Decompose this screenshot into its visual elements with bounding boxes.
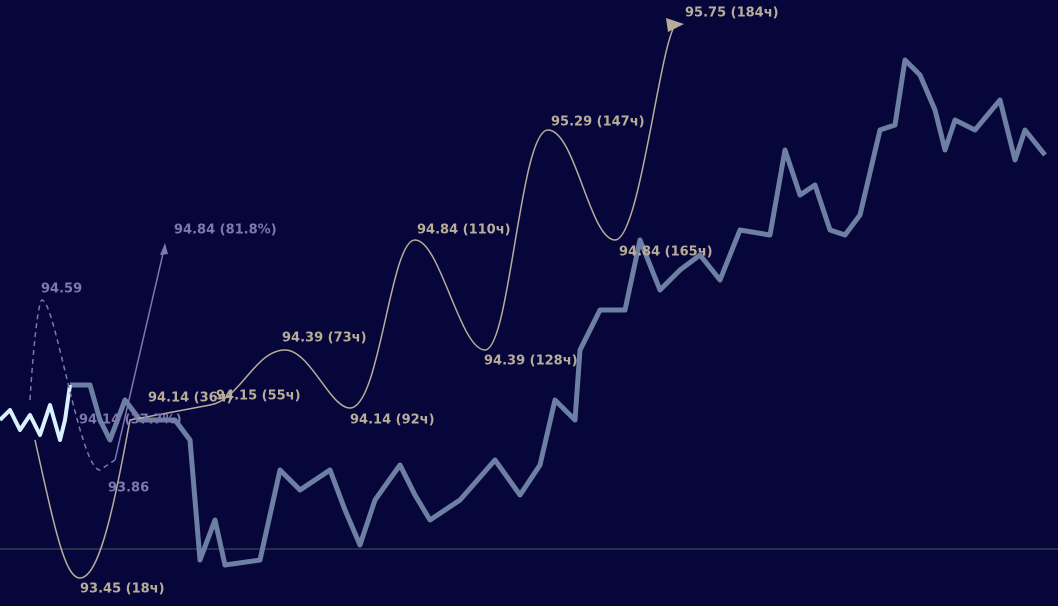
forecast-label: 95.29 (147ч)	[551, 115, 645, 130]
forecast-label: 94.14 (92ч)	[350, 413, 435, 428]
scenario-label: 94.59	[41, 282, 82, 297]
forecast-label: 95.75 (184ч)	[685, 6, 779, 21]
forecast-label: 94.84 (110ч)	[417, 223, 511, 238]
scenario-arrowhead	[160, 243, 168, 255]
forecast-label: 94.84 (165ч)	[619, 245, 713, 260]
scenario-arrow	[114, 244, 166, 461]
scenario-label: 94.84 (81.8%)	[174, 223, 277, 238]
forecast-label: 93.45 (18ч)	[80, 582, 165, 597]
price-line	[70, 57, 1047, 568]
forecast-wave	[34, 23, 677, 579]
forecast-label: 94.15 (55ч)	[216, 389, 301, 404]
forecast-arrowhead	[666, 18, 684, 32]
forecast-label: 94.39 (73ч)	[282, 331, 367, 346]
forecast-label: 94.39 (128ч)	[484, 354, 578, 369]
recent-price-line	[0, 384, 72, 442]
scenario-dashed	[29, 299, 116, 471]
scenario-label: 93.86	[108, 481, 149, 496]
scenario-label: 94.14 (37.7%)	[79, 413, 182, 428]
forecast-label: 94.14 (36ч)	[148, 391, 233, 406]
